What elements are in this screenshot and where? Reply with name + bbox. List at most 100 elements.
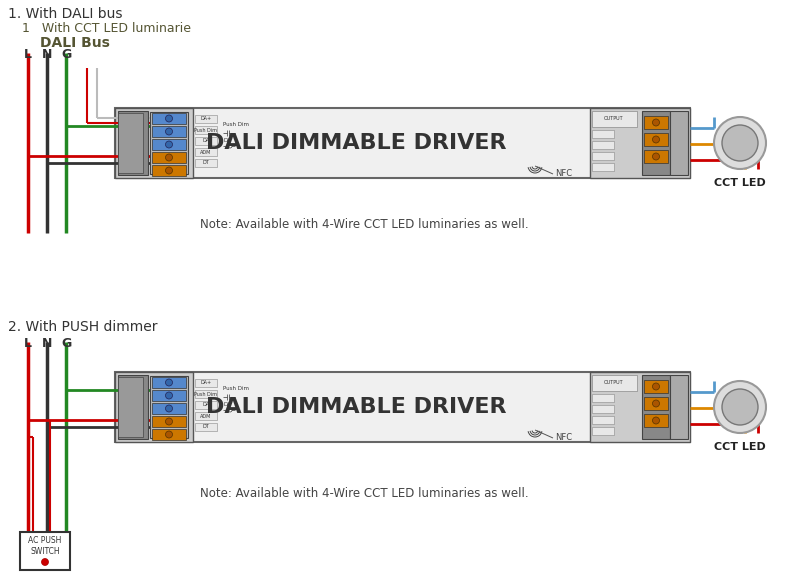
- Bar: [592, 111, 637, 127]
- Text: DA+: DA+: [201, 381, 211, 385]
- Bar: [115, 372, 690, 442]
- Bar: [115, 108, 193, 178]
- Circle shape: [166, 431, 173, 438]
- Text: L: L: [24, 48, 32, 61]
- Text: N: N: [42, 48, 52, 61]
- Text: DALI DIMMABLE DRIVER: DALI DIMMABLE DRIVER: [206, 133, 506, 153]
- Bar: [644, 380, 668, 393]
- Bar: [642, 111, 670, 175]
- Bar: [118, 111, 148, 175]
- Text: Push Dim: Push Dim: [194, 392, 218, 396]
- Bar: [592, 141, 614, 149]
- Bar: [195, 148, 217, 156]
- Bar: [590, 108, 690, 178]
- Circle shape: [166, 405, 173, 412]
- Bar: [592, 152, 614, 160]
- Text: G: G: [61, 48, 71, 61]
- Text: Push Dim: Push Dim: [223, 387, 249, 392]
- Bar: [115, 108, 690, 178]
- Bar: [195, 115, 217, 123]
- Bar: [670, 111, 688, 175]
- Bar: [592, 416, 614, 424]
- Bar: [152, 126, 186, 137]
- Bar: [644, 414, 668, 427]
- Bar: [195, 137, 217, 145]
- Bar: [195, 159, 217, 167]
- Circle shape: [228, 408, 232, 412]
- Bar: [152, 113, 186, 124]
- Bar: [150, 376, 188, 438]
- Bar: [195, 423, 217, 431]
- Circle shape: [653, 136, 659, 143]
- Bar: [592, 375, 637, 391]
- Bar: [670, 375, 688, 439]
- Bar: [195, 126, 217, 134]
- Bar: [118, 375, 148, 439]
- Text: OUTPUT: OUTPUT: [604, 381, 624, 385]
- Bar: [644, 133, 668, 146]
- Bar: [152, 416, 186, 427]
- Bar: [118, 113, 143, 173]
- Text: DA: DA: [223, 138, 231, 142]
- Bar: [115, 372, 193, 442]
- Text: 2. With PUSH dimmer: 2. With PUSH dimmer: [8, 320, 158, 334]
- Circle shape: [166, 154, 173, 161]
- Bar: [592, 427, 614, 435]
- Circle shape: [166, 128, 173, 135]
- Bar: [152, 377, 186, 388]
- Bar: [152, 152, 186, 163]
- Bar: [592, 163, 614, 171]
- Text: Push Dim: Push Dim: [194, 128, 218, 132]
- Bar: [592, 405, 614, 413]
- Bar: [152, 165, 186, 176]
- Text: DT: DT: [202, 424, 210, 430]
- Text: N: N: [42, 337, 52, 350]
- Bar: [195, 379, 217, 387]
- Bar: [195, 401, 217, 409]
- Bar: [118, 377, 143, 437]
- Text: DA: DA: [223, 402, 231, 406]
- Text: L: L: [24, 337, 32, 350]
- Text: AC PUSH
SWITCH: AC PUSH SWITCH: [28, 536, 62, 556]
- Bar: [644, 150, 668, 163]
- Circle shape: [166, 418, 173, 425]
- Bar: [644, 116, 668, 129]
- Circle shape: [166, 167, 173, 174]
- Bar: [195, 412, 217, 420]
- Text: CCT LED: CCT LED: [714, 178, 766, 188]
- Circle shape: [166, 141, 173, 148]
- Circle shape: [228, 144, 232, 148]
- Circle shape: [653, 400, 659, 407]
- Circle shape: [653, 119, 659, 126]
- Text: DA: DA: [202, 139, 210, 143]
- Bar: [152, 139, 186, 150]
- Bar: [150, 112, 188, 174]
- Text: NFC: NFC: [555, 434, 572, 442]
- Text: 1   With CCT LED luminarie: 1 With CCT LED luminarie: [22, 22, 191, 35]
- Bar: [152, 390, 186, 401]
- Bar: [644, 397, 668, 410]
- Text: DA+: DA+: [201, 117, 211, 121]
- Circle shape: [714, 381, 766, 433]
- Bar: [592, 394, 614, 402]
- Bar: [152, 429, 186, 440]
- Text: ADM: ADM: [200, 149, 212, 154]
- Text: CCT LED: CCT LED: [714, 442, 766, 452]
- Circle shape: [42, 559, 49, 566]
- Circle shape: [722, 389, 758, 425]
- Text: Note: Available with 4-Wire CCT LED luminaries as well.: Note: Available with 4-Wire CCT LED lumi…: [200, 218, 529, 231]
- Circle shape: [714, 117, 766, 169]
- Text: NFC: NFC: [555, 170, 572, 178]
- Bar: [590, 372, 690, 442]
- Text: G: G: [61, 337, 71, 350]
- Text: ADM: ADM: [200, 413, 212, 419]
- Bar: [195, 390, 217, 398]
- Text: Push Dim: Push Dim: [223, 122, 249, 128]
- Circle shape: [166, 115, 173, 122]
- Circle shape: [722, 125, 758, 161]
- Text: Note: Available with 4-Wire CCT LED luminaries as well.: Note: Available with 4-Wire CCT LED lumi…: [200, 487, 529, 500]
- Circle shape: [653, 417, 659, 424]
- Circle shape: [653, 153, 659, 160]
- Bar: [642, 375, 670, 439]
- Text: DT: DT: [202, 160, 210, 166]
